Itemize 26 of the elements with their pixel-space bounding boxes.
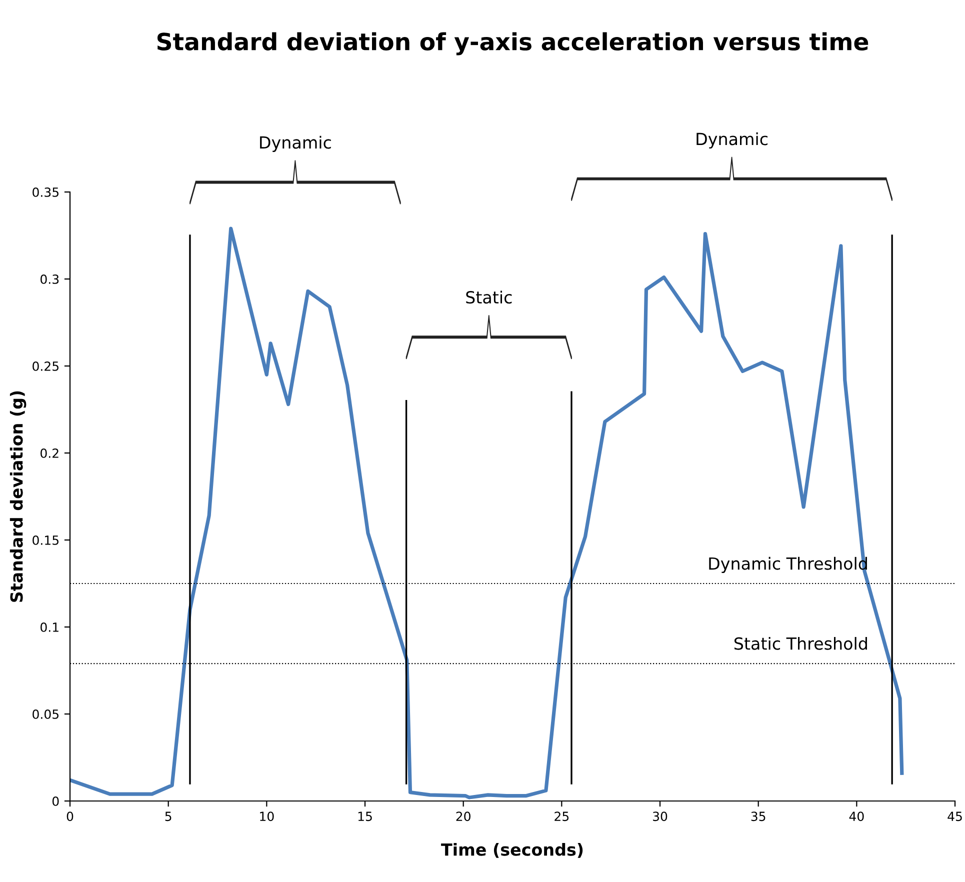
x-tick-label: 10 — [260, 812, 274, 822]
text: Dynamic — [260, 136, 331, 152]
y-tick-label: 0.25 — [32, 361, 58, 371]
y-tick-label: 0.35 — [32, 187, 58, 197]
x-tick-label: 30 — [653, 812, 668, 822]
chart-title: Standard deviation of y-axis acceleration versus time — [157, 32, 868, 56]
text: Dynamic — [696, 132, 768, 148]
x-tick-label: 5 — [165, 812, 172, 822]
y-tick-label: 0 — [52, 796, 59, 806]
x-tick-label: 40 — [849, 812, 864, 822]
y-tick-label: 0.3 — [40, 274, 59, 284]
x-tick-label: 25 — [554, 812, 569, 822]
y-tick-label: 0.05 — [32, 709, 58, 719]
annotation: Static — [466, 290, 512, 304]
y-tick-label: 0.1 — [40, 622, 58, 632]
x-tick-label: 15 — [358, 812, 372, 822]
x-axis-title: Time (seconds) — [441, 842, 583, 858]
y-tick-label: 0.15 — [32, 535, 58, 545]
x-tick-label: 45 — [948, 812, 962, 822]
line-series — [70, 226, 904, 800]
x-tick-label: 35 — [751, 812, 766, 822]
x-tick-label: 0 — [66, 812, 74, 822]
y-tick-label: 0.2 — [40, 448, 58, 458]
y-axis-title: Standard deviation (g) — [10, 391, 26, 602]
ref-line-label: Static Threshold — [734, 636, 867, 650]
x-tick-label: 20 — [456, 812, 470, 822]
